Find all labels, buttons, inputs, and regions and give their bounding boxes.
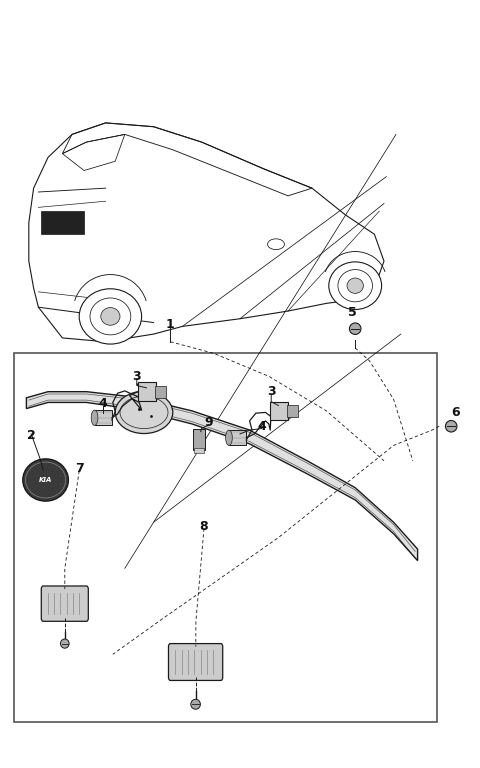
Bar [229, 430, 246, 445]
Ellipse shape [101, 308, 120, 326]
Bar [155, 386, 166, 398]
Ellipse shape [79, 289, 142, 344]
Polygon shape [26, 392, 418, 561]
Ellipse shape [60, 639, 69, 648]
Ellipse shape [349, 323, 361, 335]
Bar [193, 429, 205, 450]
Text: 3: 3 [132, 370, 141, 382]
Ellipse shape [329, 262, 382, 310]
Bar [270, 402, 288, 420]
Text: 7: 7 [75, 462, 84, 475]
Text: KIA: KIA [39, 477, 52, 483]
Text: 3: 3 [267, 386, 276, 398]
Text: 1: 1 [166, 318, 175, 330]
Ellipse shape [23, 459, 69, 502]
Bar [287, 405, 298, 417]
Text: 4: 4 [99, 397, 108, 409]
Bar [194, 448, 204, 453]
Text: 5: 5 [348, 306, 357, 319]
Text: 2: 2 [27, 429, 36, 442]
Ellipse shape [115, 392, 173, 433]
Bar [41, 211, 84, 234]
Text: 9: 9 [204, 416, 213, 429]
Bar [14, 353, 437, 722]
Ellipse shape [347, 278, 363, 293]
Ellipse shape [445, 421, 457, 432]
FancyBboxPatch shape [41, 586, 88, 621]
Text: 4: 4 [257, 420, 266, 432]
Bar [138, 382, 156, 401]
Ellipse shape [226, 430, 232, 445]
Text: 6: 6 [452, 406, 460, 419]
Text: 8: 8 [200, 520, 208, 532]
Ellipse shape [91, 410, 98, 425]
FancyBboxPatch shape [168, 644, 223, 680]
Ellipse shape [191, 699, 201, 710]
Bar [95, 410, 112, 425]
